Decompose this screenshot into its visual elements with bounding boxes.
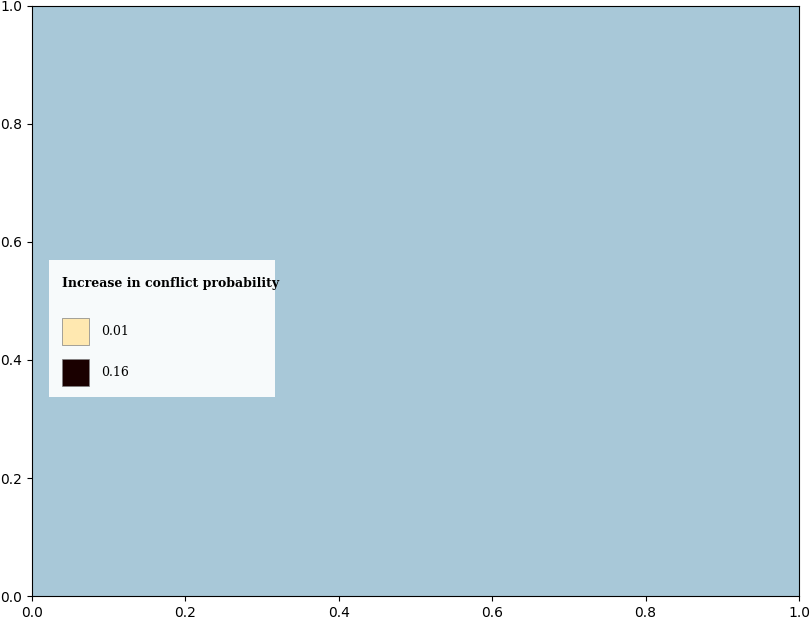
Text: 0.16: 0.16: [100, 366, 129, 379]
FancyBboxPatch shape: [62, 358, 89, 386]
Text: 0.01: 0.01: [100, 325, 129, 338]
Text: Increase in conflict probability: Increase in conflict probability: [62, 277, 279, 290]
FancyBboxPatch shape: [62, 317, 89, 345]
